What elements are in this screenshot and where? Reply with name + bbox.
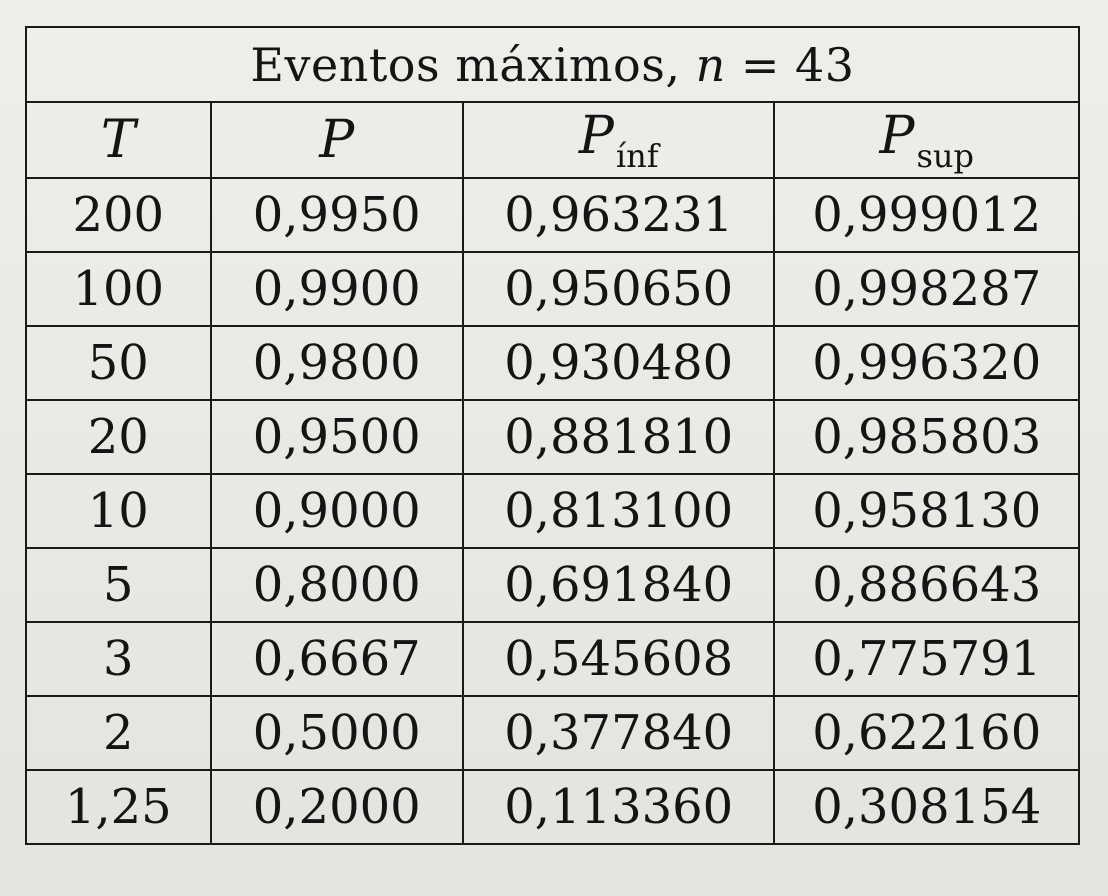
cell-p-sup: 0,308154 [773, 769, 1080, 845]
header-p-sup-label: P [879, 105, 915, 166]
table-row: 2 0,5000 0,377840 0,622160 [25, 695, 1080, 771]
cell-p: 0,9500 [209, 399, 464, 475]
table-header-row: T P Pínf Psup [25, 101, 1080, 179]
cell-t: 5 [25, 547, 212, 623]
cell-t: 1,25 [25, 769, 212, 845]
cell-p-sup: 0,999012 [773, 177, 1080, 253]
cell-t: 20 [25, 399, 212, 475]
cell-p-sup: 0,996320 [773, 325, 1080, 401]
cell-p-inf: 0,377840 [461, 695, 776, 771]
cell-p: 0,8000 [209, 547, 464, 623]
header-p-sup-subscript: sup [916, 136, 974, 175]
cell-p-inf: 0,963231 [461, 177, 776, 253]
table-row: 5 0,8000 0,691840 0,886643 [25, 547, 1080, 623]
title-suffix: = 43 [740, 37, 855, 92]
cell-p-inf: 0,950650 [461, 251, 776, 327]
table-row: 200 0,9950 0,963231 0,999012 [25, 177, 1080, 253]
table-row: 10 0,9000 0,813100 0,958130 [25, 473, 1080, 549]
cell-p: 0,9950 [209, 177, 464, 253]
cell-p: 0,6667 [209, 621, 464, 697]
table-row: 3 0,6667 0,545608 0,775791 [25, 621, 1080, 697]
cell-p: 0,2000 [209, 769, 464, 845]
table-row: 50 0,9800 0,930480 0,996320 [25, 325, 1080, 401]
header-p-label: P [319, 110, 355, 170]
title-prefix: Eventos máximos, [250, 37, 681, 92]
cell-p-inf: 0,881810 [461, 399, 776, 475]
header-t-label: T [100, 110, 136, 170]
table-row: 20 0,9500 0,881810 0,985803 [25, 399, 1080, 475]
cell-t: 10 [25, 473, 212, 549]
return-period-table: Eventos máximos, n = 43 T P Pínf Psup 20… [25, 26, 1080, 845]
table-body: 200 0,9950 0,963231 0,999012 100 0,9900 0,9506… [25, 177, 1080, 845]
header-p: P [209, 101, 464, 179]
cell-p-sup: 0,985803 [773, 399, 1080, 475]
cell-p: 0,9000 [209, 473, 464, 549]
cell-p-sup: 0,622160 [773, 695, 1080, 771]
cell-t: 50 [25, 325, 212, 401]
cell-p-inf: 0,545608 [461, 621, 776, 697]
cell-p: 0,9900 [209, 251, 464, 327]
cell-p-inf: 0,113360 [461, 769, 776, 845]
table-row: 100 0,9900 0,950650 0,998287 [25, 251, 1080, 327]
cell-t: 200 [25, 177, 212, 253]
cell-p-inf: 0,930480 [461, 325, 776, 401]
cell-t: 2 [25, 695, 212, 771]
header-p-inf: Pínf [461, 101, 776, 179]
cell-p: 0,9800 [209, 325, 464, 401]
cell-t: 100 [25, 251, 212, 327]
cell-p-inf: 0,691840 [461, 547, 776, 623]
header-p-inf-label: P [578, 105, 614, 166]
cell-p-sup: 0,886643 [773, 547, 1080, 623]
table-title-row: Eventos máximos, n = 43 [25, 26, 1080, 103]
header-t: T [25, 101, 212, 179]
header-p-sup: Psup [773, 101, 1080, 179]
cell-p: 0,5000 [209, 695, 464, 771]
cell-p-inf: 0,813100 [461, 473, 776, 549]
cell-t: 3 [25, 621, 212, 697]
title-variable: n [695, 37, 726, 92]
cell-p-sup: 0,958130 [773, 473, 1080, 549]
table-row: 1,25 0,2000 0,113360 0,308154 [25, 769, 1080, 845]
cell-p-sup: 0,998287 [773, 251, 1080, 327]
header-p-inf-subscript: ínf [615, 136, 659, 175]
table-title: Eventos máximos, n = 43 [25, 26, 1080, 103]
cell-p-sup: 0,775791 [773, 621, 1080, 697]
